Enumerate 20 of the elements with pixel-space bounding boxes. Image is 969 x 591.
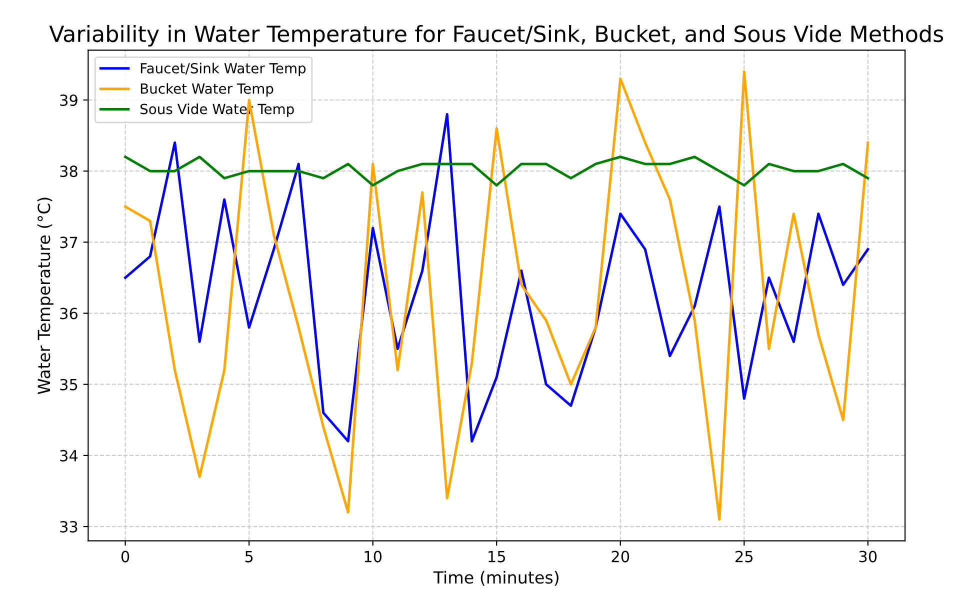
x-tick-label: 10	[364, 550, 382, 562]
y-tick-label: 34	[60, 450, 78, 462]
legend-label: Faucet/Sink Water Temp	[140, 62, 306, 76]
x-axis-title: Time (minutes)	[433, 570, 558, 586]
y-axis-title: Water Temperature (°C)	[37, 198, 54, 394]
x-tick-label: 30	[859, 550, 877, 562]
x-tick-label: 25	[736, 550, 753, 562]
y-tick-label: 33	[60, 521, 78, 533]
legend-label: Bucket Water Temp	[140, 83, 274, 97]
y-tick-label: 36	[60, 308, 78, 320]
x-tick-label: 20	[612, 550, 630, 562]
y-tick-label: 35	[60, 378, 78, 390]
line-series	[124, 156, 870, 187]
x-tick-label: 15	[488, 550, 505, 562]
chart-title: Variability in Water Temperature for Faucet/Sink, Bucket, and Sous Vide Methods	[49, 25, 944, 47]
y-tick-label: 38	[60, 166, 78, 178]
x-tick-label: 0	[121, 550, 130, 562]
y-tick-label: 39	[60, 94, 78, 106]
x-tick-label: 5	[245, 550, 253, 562]
y-tick-label: 37	[60, 236, 78, 248]
